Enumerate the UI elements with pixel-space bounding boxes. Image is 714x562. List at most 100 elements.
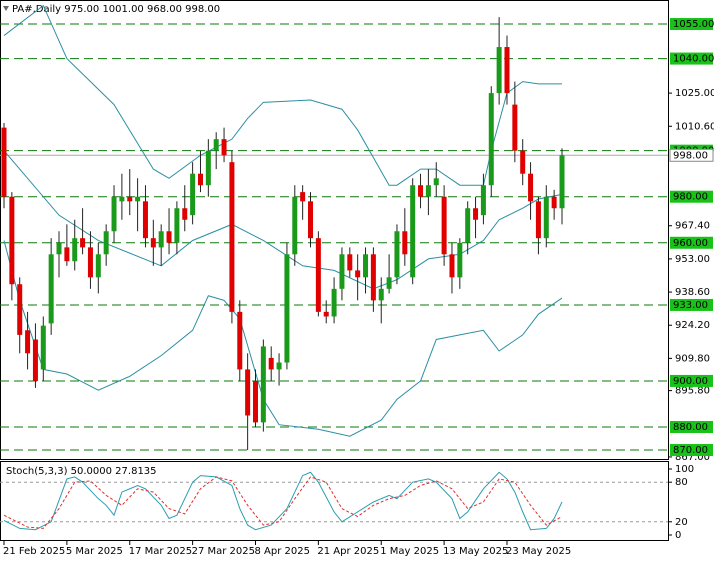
x-tick-label: 5 Mar 2025 bbox=[66, 546, 123, 557]
candle-body bbox=[488, 93, 494, 186]
bollinger-band bbox=[3, 240, 563, 437]
x-tick-label: 13 May 2025 bbox=[443, 546, 508, 557]
candle-body bbox=[174, 208, 180, 243]
candle-body bbox=[95, 254, 101, 278]
candle-body bbox=[103, 231, 109, 255]
x-tick-label: 21 Apr 2025 bbox=[317, 546, 379, 557]
level-label: 960.00 bbox=[673, 238, 708, 249]
candle-body bbox=[323, 311, 329, 317]
indicator-tick-label: 0 bbox=[675, 530, 681, 541]
candle-body bbox=[260, 346, 266, 423]
candle-body bbox=[535, 201, 541, 239]
candle-body bbox=[504, 47, 510, 94]
candle-body bbox=[315, 238, 321, 312]
candle-body bbox=[355, 270, 361, 278]
candle-body bbox=[72, 238, 78, 262]
candle-body bbox=[480, 185, 486, 216]
candle-body bbox=[190, 173, 196, 216]
candle-body bbox=[229, 162, 235, 312]
candle-body bbox=[394, 231, 400, 278]
candle-body bbox=[9, 196, 15, 285]
level-label: 880.00 bbox=[673, 422, 708, 433]
y-tick-label: 1025.00 bbox=[675, 88, 714, 99]
candle-body bbox=[425, 185, 431, 197]
candle-body bbox=[197, 173, 203, 186]
candle-body bbox=[32, 339, 38, 381]
candle-body bbox=[441, 196, 447, 255]
candle-body bbox=[48, 254, 54, 324]
indicator-panel-frame bbox=[0, 461, 669, 541]
candle-body bbox=[182, 208, 188, 220]
candle-body bbox=[142, 201, 148, 239]
candle-body bbox=[150, 238, 156, 248]
candle-body bbox=[1, 127, 7, 197]
candle-body bbox=[111, 196, 117, 232]
chart-title: PA#,Daily 975.00 1001.00 968.00 998.00 bbox=[12, 4, 220, 15]
x-tick-label: 21 Feb 2025 bbox=[3, 546, 65, 557]
y-tick-label: 938.60 bbox=[675, 287, 710, 298]
level-label-box bbox=[670, 190, 713, 203]
y-tick-label: 895.80 bbox=[675, 386, 710, 397]
level-label-box bbox=[670, 298, 713, 311]
candle-body bbox=[135, 196, 141, 202]
candle-body bbox=[158, 231, 164, 248]
candle-body bbox=[520, 150, 526, 174]
y-tick-label: 953.00 bbox=[675, 254, 710, 265]
candle-body bbox=[40, 325, 46, 370]
y-tick-label: 1010.60 bbox=[675, 121, 714, 132]
main-panel-frame bbox=[0, 0, 669, 460]
candle-body bbox=[25, 330, 31, 354]
level-label: 1055.00 bbox=[673, 19, 714, 30]
indicator-tick-label: 20 bbox=[675, 517, 688, 528]
candle-body bbox=[457, 242, 463, 278]
current-price-box bbox=[669, 148, 714, 162]
candle-body bbox=[465, 208, 471, 243]
candle-body bbox=[166, 231, 172, 243]
indicator-tick-label: 100 bbox=[675, 464, 694, 475]
level-label: 1040.00 bbox=[673, 54, 714, 65]
indicator-title: Stoch(5,3,3) 50.0000 27.8135 bbox=[6, 466, 157, 477]
candle-body bbox=[331, 288, 337, 317]
level-label-box bbox=[670, 18, 713, 31]
candle-body bbox=[473, 208, 479, 220]
level-label: 980.00 bbox=[673, 192, 708, 203]
x-tick-label: 23 May 2025 bbox=[506, 546, 571, 557]
indicator-tick-label: 80 bbox=[675, 477, 688, 488]
level-label-box bbox=[670, 52, 713, 65]
candle-body bbox=[64, 247, 70, 262]
candle-body bbox=[87, 247, 93, 278]
x-tick-label: 1 May 2025 bbox=[380, 546, 439, 557]
candle-body bbox=[386, 277, 392, 289]
level-label: 870.00 bbox=[673, 445, 708, 456]
candle-body bbox=[245, 369, 251, 416]
stochastic-line bbox=[3, 476, 563, 529]
candle-body bbox=[252, 380, 258, 423]
candle-body bbox=[449, 254, 455, 278]
y-tick-label: 909.80 bbox=[675, 353, 710, 364]
candle-body bbox=[237, 311, 243, 370]
candle-body bbox=[284, 254, 290, 363]
candle-body bbox=[119, 196, 125, 202]
candle-body bbox=[300, 192, 306, 202]
level-label: 900.00 bbox=[673, 376, 708, 387]
level-label-box bbox=[670, 420, 713, 433]
candle-body bbox=[276, 362, 282, 370]
candle-body bbox=[528, 173, 534, 202]
y-tick-label: 867.00 bbox=[675, 452, 710, 463]
x-tick-label: 17 Mar 2025 bbox=[129, 546, 192, 557]
candle-body bbox=[551, 196, 557, 209]
candle-body bbox=[433, 178, 439, 186]
candle-body bbox=[205, 150, 211, 186]
candle-body bbox=[543, 196, 549, 239]
level-label: 933.00 bbox=[673, 300, 708, 311]
candle-body bbox=[402, 231, 408, 255]
candle-body bbox=[292, 196, 298, 255]
candle-body bbox=[80, 238, 86, 248]
candle-body bbox=[347, 254, 353, 271]
candle-body bbox=[410, 185, 416, 278]
x-tick-label: 27 Mar 2025 bbox=[192, 546, 255, 557]
candle-body bbox=[378, 288, 384, 301]
candle-body bbox=[363, 254, 369, 278]
candle-body bbox=[512, 104, 518, 151]
